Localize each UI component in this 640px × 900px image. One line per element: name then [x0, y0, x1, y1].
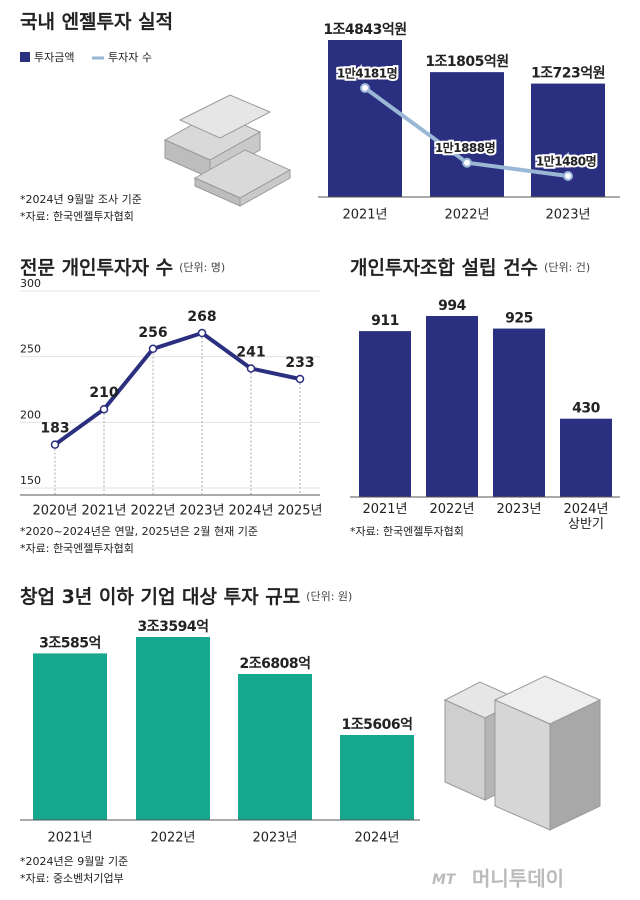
line-point: [563, 171, 573, 181]
building-illustration: [443, 675, 602, 831]
bar: [136, 637, 210, 820]
bar: [560, 418, 612, 497]
value-label: 1조5606억: [342, 717, 413, 733]
y-tick-label: 200: [20, 408, 41, 421]
title-text: 창업 3년 이하 기업 대상 투자 규모: [20, 586, 300, 608]
value-label: 1만1480명: [536, 154, 596, 169]
value-label: 1만4181명: [337, 66, 397, 81]
value-label: 241: [236, 344, 265, 360]
x-tick-label: 2023년: [545, 208, 590, 223]
line: [53, 330, 301, 447]
bar: [426, 316, 478, 497]
x-tick-label: 2024년: [228, 504, 273, 519]
title-text: 개인투자조합 설립 건수: [350, 257, 538, 279]
title-text: 국내 엔젤투자 실적: [20, 11, 173, 33]
x-tick-label: 2023년: [496, 502, 542, 517]
legend-label: 투자금액: [34, 51, 74, 64]
value-label: 256: [138, 325, 167, 341]
value-label: 925: [505, 311, 533, 327]
title-text: 전문 개인투자자 수: [20, 257, 173, 279]
legend-swatch: [20, 52, 30, 62]
note: *2024년 9월말 조사 기준: [20, 193, 142, 206]
value-label: 210: [89, 385, 118, 401]
bar: [238, 673, 312, 820]
bar: [328, 40, 402, 197]
money-illustration: [163, 94, 292, 207]
value-label: 3조3594억: [138, 619, 209, 635]
x-tick-label: 2021년: [47, 831, 92, 846]
logo: MT 머니투데이: [432, 867, 564, 891]
line-point: [197, 328, 207, 338]
note: *자료: 중소벤처기업부: [20, 872, 124, 885]
x-tick-label: 2021년: [362, 502, 408, 517]
bar: [340, 734, 414, 820]
subtitle: (단위: 원): [306, 590, 352, 603]
subtitle: (단위: 건): [544, 261, 590, 274]
x-tick-label: 2025년: [277, 504, 322, 519]
bar: [430, 72, 504, 197]
logo-text: 머니투데이: [472, 867, 564, 891]
x-tick-label: 2022년: [130, 504, 175, 519]
line-point: [246, 364, 256, 373]
y-tick-label: 300: [20, 277, 41, 290]
value-label: 3조585억: [39, 635, 101, 651]
x-tick-label: 2022년: [150, 831, 195, 846]
value-label: 1조1805억원: [425, 54, 508, 70]
chart-title: 창업 3년 이하 기업 대상 투자 규모 (단위: 원): [20, 586, 352, 608]
legend-label: 투자자 수: [108, 51, 152, 64]
logo-mark: MT: [432, 872, 457, 888]
line-point: [99, 404, 109, 414]
value-label: 911: [371, 313, 399, 329]
value-label: 268: [187, 309, 216, 325]
chart-title: 전문 개인투자자 수 (단위: 명): [20, 257, 225, 279]
line-point: [50, 440, 60, 449]
value-label: 183: [40, 421, 69, 437]
y-tick-label: 150: [20, 474, 41, 487]
value-label: 1만1888명: [435, 140, 495, 155]
line-point: [462, 157, 472, 168]
y-tick-label: 250: [20, 343, 41, 356]
x-tick-label: 2023년: [252, 831, 297, 846]
note: *2020~2024년은 연말, 2025년은 2월 현재 기준: [20, 525, 258, 538]
line-point: [148, 344, 158, 354]
value-label: 1조723억원: [531, 66, 605, 82]
value-label: 1조4843억원: [323, 22, 406, 38]
x-tick-label: 2020년: [32, 504, 77, 519]
x-tick-label: 2024년 상반기: [563, 502, 609, 532]
note: *2024년은 9월말 기준: [20, 855, 128, 868]
bar: [359, 331, 411, 497]
x-tick-label: 2021년: [342, 208, 387, 223]
chart-title: 개인투자조합 설립 건수 (단위: 건): [350, 257, 590, 279]
x-tick-label: 2023년: [179, 504, 224, 519]
value-label: 430: [572, 401, 600, 417]
bar: [33, 653, 107, 820]
chart-title: 국내 엔젤투자 실적: [20, 11, 173, 33]
bar: [493, 328, 545, 497]
note: *자료: 한국엔젤투자협회: [350, 525, 464, 538]
line-point: [295, 374, 305, 384]
note: *자료: 한국엔젤투자협회: [20, 210, 134, 223]
x-tick-label: 2024년: [354, 831, 399, 846]
x-tick-label: 2021년: [81, 504, 126, 519]
value-label: 233: [285, 355, 314, 371]
x-tick-label: 2022년: [444, 208, 489, 223]
note: *자료: 한국엔젤투자협회: [20, 542, 134, 555]
x-tick-label: 2022년: [429, 502, 475, 517]
value-label: 2조6808억: [240, 656, 311, 672]
line-point: [360, 83, 370, 93]
value-label: 994: [438, 298, 466, 314]
subtitle: (단위: 명): [179, 261, 225, 274]
